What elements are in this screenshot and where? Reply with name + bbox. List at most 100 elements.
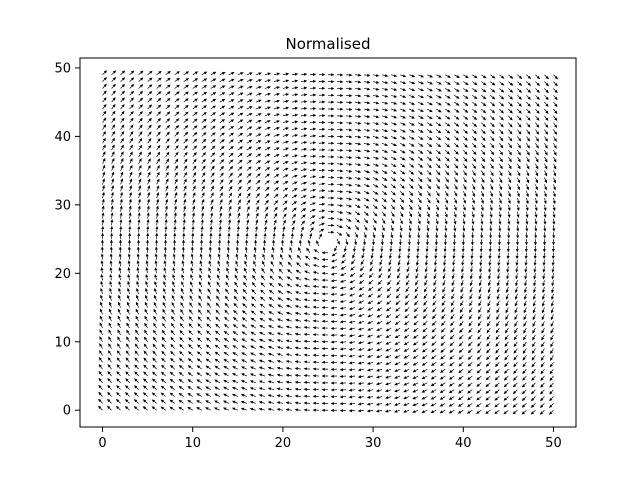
quiver-arrow (223, 330, 230, 336)
quiver-arrow (526, 149, 530, 156)
quiver-arrow (241, 359, 247, 363)
quiver-arrow (210, 98, 217, 103)
quiver-arrow (277, 283, 284, 288)
quiver-arrow (312, 408, 319, 412)
quiver-arrow (408, 170, 415, 175)
quiver-arrow (273, 72, 281, 76)
quiver-arrow (331, 259, 338, 263)
quiver-arrow (497, 280, 500, 287)
quiver-arrow (98, 384, 103, 390)
quiver-arrow (517, 122, 522, 128)
quiver-arrow (118, 280, 122, 288)
quiver-arrow (512, 403, 518, 408)
quiver-arrow (154, 253, 158, 260)
quiver-arrow (517, 184, 520, 191)
quiver-arrow (496, 321, 500, 327)
quiver-arrow (553, 129, 557, 135)
quiver-arrow (367, 300, 374, 304)
quiver-arrow (137, 219, 141, 226)
quiver-arrow (250, 345, 257, 349)
quiver-arrow (273, 200, 279, 206)
quiver-arrow (403, 389, 410, 393)
quiver-arrow (450, 314, 455, 320)
quiver-arrow (250, 359, 256, 363)
quiver-arrow (454, 74, 460, 78)
quiver-arrow (515, 239, 519, 246)
quiver-arrow (219, 98, 226, 103)
quiver-arrow (276, 359, 284, 363)
quiver-arrow (542, 273, 546, 280)
quiver-arrow (549, 389, 554, 395)
quiver-arrow (386, 293, 392, 299)
quiver-arrow (359, 266, 365, 272)
quiver-arrow (481, 170, 485, 177)
quiver-arrow (282, 167, 289, 171)
quiver-arrow (178, 371, 184, 377)
quiver-arrow (218, 219, 222, 226)
quiver-arrow (436, 74, 442, 78)
quiver-arrow (135, 308, 139, 315)
quiver-arrow (506, 252, 510, 260)
quiver-arrow (232, 352, 238, 356)
quiver-arrow (273, 174, 280, 178)
quiver-arrow (201, 158, 206, 164)
quiver-arrow (508, 122, 513, 128)
quiver-arrow (449, 368, 455, 374)
quiver-arrow (355, 94, 362, 98)
quiver-arrow (507, 204, 511, 212)
quiver-arrow (258, 352, 266, 356)
quiver-arrow (179, 323, 184, 329)
quiver-arrow (443, 259, 447, 266)
quiver-arrow (183, 165, 188, 171)
quiver-arrow (201, 91, 208, 96)
quiver-arrow (508, 177, 512, 184)
quiver-arrow (183, 104, 189, 110)
quiver-arrow (116, 357, 121, 363)
quiver-arrow (534, 225, 538, 232)
quiver-arrow (276, 380, 283, 384)
quiver-arrow (190, 281, 194, 288)
quiver-arrow (507, 218, 511, 225)
quiver-arrow (550, 321, 554, 328)
quiver-arrow (328, 155, 335, 159)
quiver-arrow (469, 300, 473, 307)
quiver-arrow (152, 350, 157, 356)
quiver-arrow (339, 313, 347, 317)
quiver-arrow (357, 402, 365, 406)
quiver-arrow (469, 293, 473, 300)
quiver-arrow (406, 266, 410, 273)
quiver-arrow (294, 332, 302, 336)
quiver-arrow (345, 183, 353, 187)
quiver-arrow (255, 160, 262, 165)
quiver-arrow (300, 147, 308, 151)
quiver-arrow (210, 92, 217, 96)
quiver-arrow (312, 381, 319, 385)
quiver-arrow (376, 341, 383, 345)
quiver-arrow (143, 343, 148, 349)
quiver-arrow (336, 155, 344, 159)
quiver-arrow (487, 300, 491, 307)
quiver-arrow (237, 119, 244, 123)
quiver-arrow (328, 128, 335, 132)
quiver-arrow (390, 142, 397, 147)
quiver-arrow (382, 87, 389, 91)
quiver-arrow (255, 85, 262, 89)
quiver-arrow (454, 95, 460, 99)
quiver-arrow (380, 245, 384, 253)
quiver-arrow (201, 98, 208, 103)
quiver-arrow (504, 355, 509, 361)
quiver-arrow (318, 73, 326, 77)
quiver-arrow (471, 177, 476, 183)
quiver-arrow (125, 385, 130, 390)
quiver-arrow (533, 252, 537, 260)
quiver-arrow (137, 239, 141, 246)
quiver-arrow (364, 101, 371, 105)
quiver-arrow (430, 375, 437, 380)
quiver-arrow (174, 185, 178, 192)
quiver-arrow (145, 280, 149, 288)
quiver-arrow (457, 396, 464, 401)
quiver-arrow (330, 395, 338, 399)
quiver-arrow (268, 318, 275, 322)
quiver-arrow (412, 355, 419, 359)
quiver-arrow (330, 374, 338, 378)
